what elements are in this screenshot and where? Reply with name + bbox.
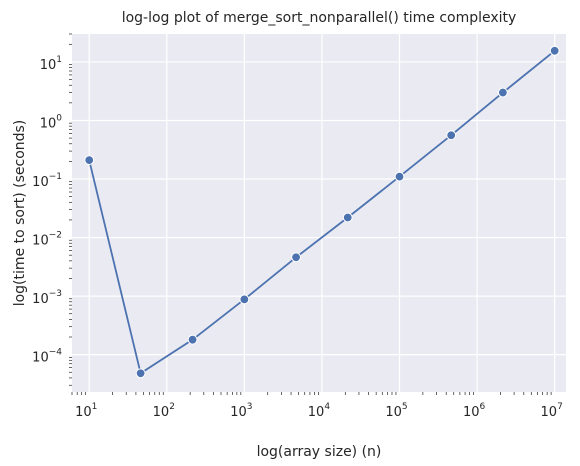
- y-tick-exponent: −4: [49, 348, 63, 358]
- x-tick-base: 10: [230, 405, 247, 420]
- y-tick-exponent: −2: [49, 231, 62, 241]
- y-tick-base: 10: [40, 116, 57, 131]
- y-tick-label: 100: [40, 113, 63, 131]
- x-tick-exponent: 6: [479, 402, 485, 412]
- data-point: [187, 334, 198, 345]
- data-point: [446, 130, 457, 141]
- x-tick-label: 107: [541, 402, 563, 420]
- y-axis-label: log(time to sort) (seconds): [12, 120, 28, 307]
- y-tick-exponent: 0: [56, 113, 62, 123]
- x-tick-label: 105: [385, 402, 407, 420]
- x-tick-base: 10: [385, 405, 402, 420]
- x-tick-base: 10: [153, 405, 170, 420]
- data-point: [497, 87, 508, 98]
- y-tick-exponent: 1: [56, 55, 62, 65]
- x-tick-exponent: 1: [92, 402, 98, 412]
- data-point: [84, 155, 95, 166]
- x-tick-label: 102: [153, 402, 175, 420]
- y-tick-base: 10: [32, 175, 49, 190]
- x-tick-exponent: 3: [247, 402, 253, 412]
- x-tick-label: 106: [463, 402, 486, 420]
- x-tick-label: 103: [230, 402, 252, 420]
- minor-ticks: [69, 33, 552, 395]
- data-point: [291, 252, 301, 263]
- y-tick-label: 10−2: [32, 231, 62, 249]
- y-tick-label: 10−1: [32, 172, 62, 190]
- y-tick-label: 101: [40, 55, 62, 73]
- x-tick-base: 10: [463, 405, 480, 420]
- data-point: [239, 294, 250, 305]
- chart-title: log-log plot of merge_sort_nonparallel()…: [122, 10, 517, 26]
- x-tick-exponent: 5: [402, 402, 408, 412]
- y-tick-label: 10−4: [32, 348, 62, 366]
- y-tick-base: 10: [32, 292, 49, 307]
- plot-area: [72, 34, 566, 392]
- y-tick-base: 10: [40, 58, 57, 73]
- x-tick-base: 10: [541, 405, 558, 420]
- data-point: [135, 368, 146, 379]
- x-tick-exponent: 4: [324, 402, 330, 412]
- series-line: [88, 50, 556, 375]
- data-point: [394, 171, 405, 182]
- grid-lines: [72, 34, 566, 392]
- data-series: [84, 45, 560, 379]
- x-tick-base: 10: [75, 405, 92, 420]
- y-tick-exponent: −1: [49, 172, 62, 182]
- x-tick-exponent: 2: [169, 402, 175, 412]
- x-axis-label: log(array size) (n): [257, 444, 382, 460]
- x-tick-label: 101: [75, 402, 97, 420]
- data-point: [342, 212, 353, 223]
- x-axis-ticks: 101 102 103 104 105 106 107: [75, 402, 563, 420]
- x-tick-exponent: 7: [557, 402, 563, 412]
- y-tick-label: 10−3: [32, 289, 62, 307]
- data-point: [549, 45, 560, 56]
- x-tick-base: 10: [308, 405, 325, 420]
- y-tick-base: 10: [32, 234, 49, 249]
- y-tick-exponent: −3: [49, 289, 62, 299]
- y-tick-base: 10: [32, 351, 49, 366]
- x-tick-label: 104: [308, 402, 331, 420]
